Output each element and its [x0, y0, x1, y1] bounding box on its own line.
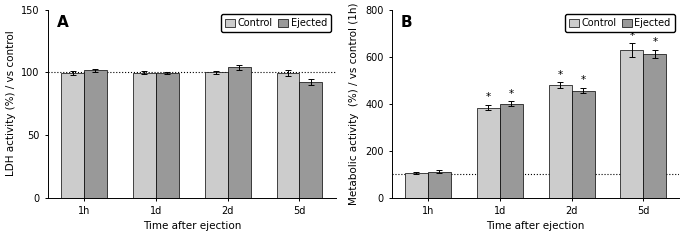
X-axis label: Time after ejection: Time after ejection: [486, 221, 585, 232]
Y-axis label: LDH activity (%) / vs control: LDH activity (%) / vs control: [5, 31, 16, 176]
Text: *: *: [509, 89, 514, 99]
Bar: [500, 104, 523, 198]
X-axis label: Time after ejection: Time after ejection: [142, 221, 241, 232]
Text: *: *: [486, 92, 490, 102]
Y-axis label: Metabolic activity  (%) / vs control (1h): Metabolic activity (%) / vs control (1h): [349, 2, 360, 205]
Text: *: *: [652, 37, 658, 47]
Bar: [428, 172, 451, 198]
Bar: [205, 72, 227, 198]
Legend: Control, Ejected: Control, Ejected: [221, 14, 331, 32]
Text: *: *: [558, 70, 562, 80]
Bar: [61, 73, 84, 198]
Bar: [133, 73, 155, 198]
Bar: [155, 73, 179, 198]
Bar: [621, 50, 643, 198]
Bar: [571, 91, 595, 198]
Bar: [299, 82, 323, 198]
Bar: [84, 70, 107, 198]
Text: *: *: [580, 75, 586, 86]
Bar: [277, 73, 299, 198]
Bar: [477, 108, 500, 198]
Bar: [405, 173, 428, 198]
Bar: [227, 67, 251, 198]
Text: B: B: [401, 15, 412, 30]
Text: *: *: [630, 31, 634, 41]
Legend: Control, Ejected: Control, Ejected: [565, 14, 675, 32]
Text: A: A: [57, 15, 68, 30]
Bar: [643, 54, 667, 198]
Bar: [549, 85, 571, 198]
